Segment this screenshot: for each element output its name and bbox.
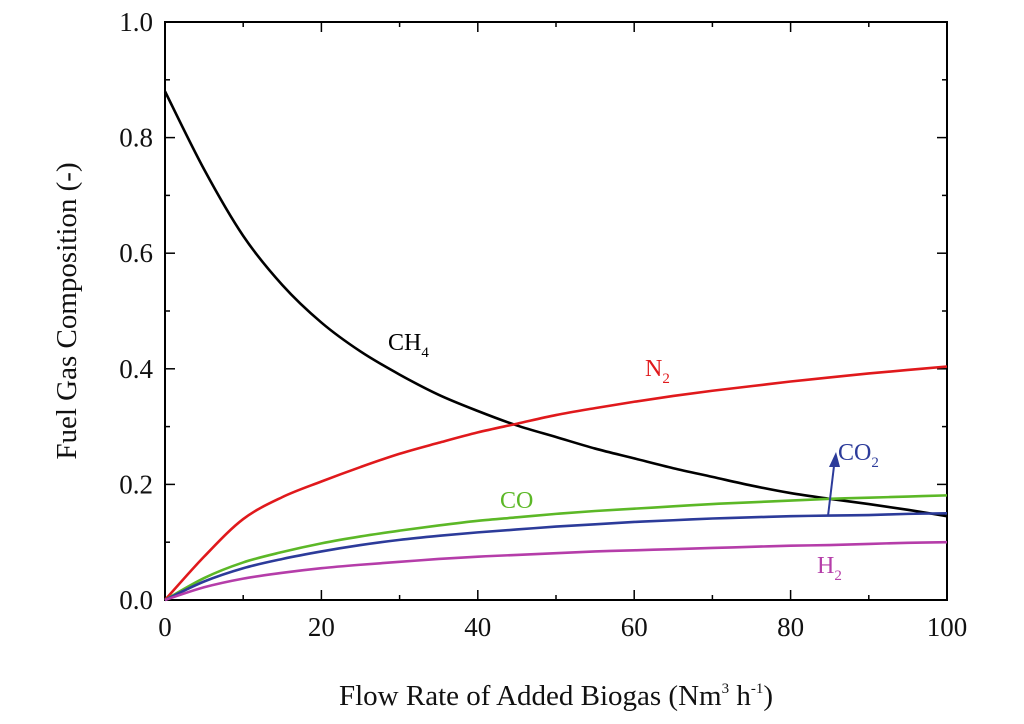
n2-label-main: N xyxy=(645,356,662,382)
x-axis-title: Flow Rate of Added Biogas (Nm3 h-1) xyxy=(339,680,773,712)
co2-arrowhead xyxy=(829,452,840,467)
x-tick-label: 40 xyxy=(464,612,491,642)
svg-text:H2: H2 xyxy=(817,553,842,584)
co2-arrow-line xyxy=(827,465,835,517)
series-lines xyxy=(163,90,948,602)
y-tick-label: 0.2 xyxy=(119,469,153,499)
ch4-label-main: CH xyxy=(388,330,421,356)
series-label-ch4: CH4 xyxy=(388,330,429,361)
x-tick-label: 60 xyxy=(621,612,648,642)
svg-text:N2: N2 xyxy=(645,356,670,387)
series-label-co: CO xyxy=(500,488,533,514)
co2-label-main: CO xyxy=(838,440,871,466)
h2-label-sub: 2 xyxy=(834,568,842,584)
x-tick-label: 80 xyxy=(777,612,804,642)
series-label-co2: CO2 xyxy=(827,440,879,517)
series-line-h2 xyxy=(164,540,948,602)
y-tick-label: 0.6 xyxy=(119,238,153,268)
series-label-n2: N2 xyxy=(645,356,670,387)
co2-label-sub: 2 xyxy=(871,455,879,471)
svg-text:CH4: CH4 xyxy=(388,330,429,361)
series-label-h2: H2 xyxy=(817,553,842,584)
co-label-main: CO xyxy=(500,488,533,514)
y-tick-label: 0.4 xyxy=(119,354,153,384)
svg-text:CO2: CO2 xyxy=(838,440,879,471)
y-axis-title: Fuel Gas Composition (-) xyxy=(51,162,83,459)
series-line-co xyxy=(164,494,948,602)
series-line-n2 xyxy=(164,365,948,601)
x-tick-label: 0 xyxy=(158,612,172,642)
x-tick-label: 100 xyxy=(927,612,968,642)
h2-label-main: H xyxy=(817,553,834,579)
x-tick-label: 20 xyxy=(308,612,335,642)
y-tick-label: 0.8 xyxy=(119,123,153,153)
y-tick-label: 0.0 xyxy=(119,585,153,615)
axis-ticks: 0 20 40 60 80 100 0.0 0.2 0.4 0.6 0.8 1.0 xyxy=(119,7,967,642)
ch4-label-sub: 4 xyxy=(421,345,429,361)
y-tick-label: 1.0 xyxy=(119,7,153,37)
series-line-co2 xyxy=(164,512,948,602)
series-line-ch4 xyxy=(163,90,948,518)
n2-label-sub: 2 xyxy=(662,371,670,387)
